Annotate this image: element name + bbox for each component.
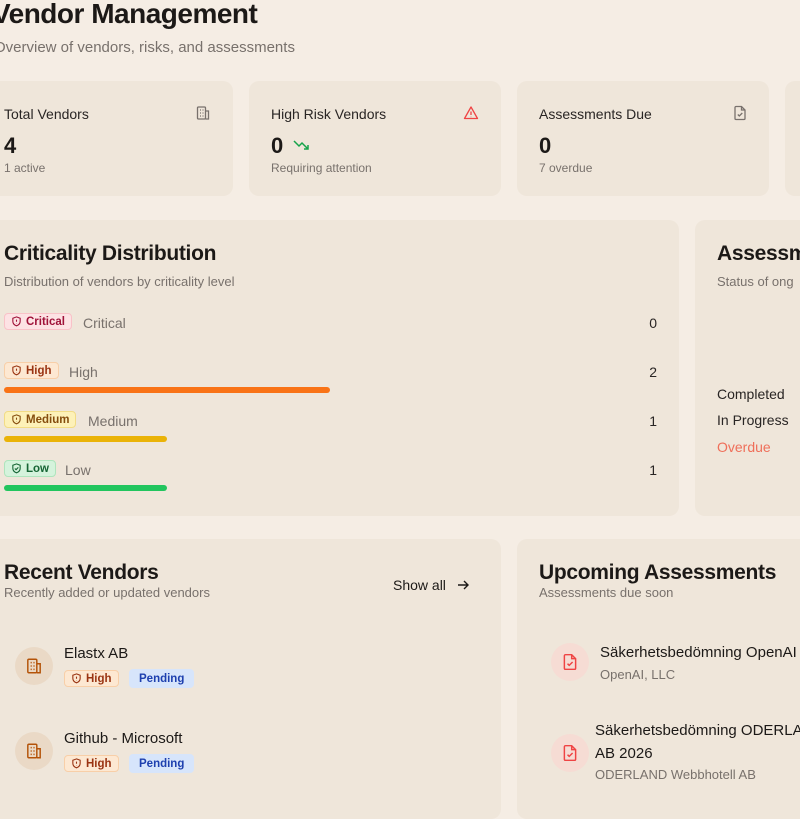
criticality-count: 0 <box>649 315 657 331</box>
status-completed: Completed <box>717 386 785 402</box>
shield-check-icon <box>12 463 21 474</box>
card-description: Recently added or updated vendors <box>4 585 210 600</box>
assessment-list-item[interactable]: Säkerhetsbedömning ODERLAND AB 2026 ODER… <box>517 719 800 799</box>
criticality-distribution-card: Criticality Distribution Distribution of… <box>0 220 679 516</box>
card-title: Criticality Distribution <box>4 242 217 265</box>
assessment-org: ODERLAND Webbhotell AB <box>595 767 756 782</box>
criticality-count: 2 <box>649 364 657 380</box>
stat-value: 4 <box>4 133 17 158</box>
assessment-org: OpenAI, LLC <box>600 667 676 682</box>
show-all-link[interactable]: Show all <box>393 577 470 593</box>
trending-down-icon <box>293 140 309 150</box>
criticality-badge-high: High <box>4 362 59 379</box>
building-icon <box>27 658 41 674</box>
badge-label: Low <box>26 462 49 475</box>
criticality-label: Medium <box>88 413 138 429</box>
vendor-criticality-badge: High <box>64 670 119 687</box>
card-description: Status of ong <box>717 274 794 289</box>
criticality-bar <box>4 485 167 491</box>
vendor-list-item[interactable]: Elastx AB High Pending <box>0 630 490 700</box>
vendor-name: Elastx AB <box>64 645 129 662</box>
badge-label: Critical <box>26 315 65 328</box>
assessment-list-item[interactable]: Säkerhetsbedömning OpenAI OpenAI, LLC <box>517 629 800 699</box>
status-in-progress: In Progress <box>717 412 789 428</box>
page-title: Vendor Management <box>0 0 258 29</box>
stat-label: Assessments Due <box>539 106 652 122</box>
vendor-status-badge: Pending <box>129 754 195 773</box>
stat-sub: 1 active <box>4 161 46 175</box>
assessment-title-line1: Säkerhetsbedömning ODERLAND <box>595 722 800 739</box>
stat-value: 0 <box>271 133 284 158</box>
criticality-bar <box>4 387 330 393</box>
file-check-icon <box>563 653 577 671</box>
stat-card-assessments-due[interactable]: Assessments Due 0 7 overdue <box>517 81 769 196</box>
assessment-avatar <box>551 643 589 681</box>
upcoming-assessments-card: Upcoming Assessments Assessments due soo… <box>517 539 800 819</box>
shield-icon <box>12 365 21 376</box>
assessment-title: Säkerhetsbedömning OpenAI <box>600 644 797 661</box>
stat-sub: Requiring attention <box>271 161 372 175</box>
card-title: Assessm <box>717 242 800 265</box>
page-subtitle: Overview of vendors, risks, and assessme… <box>0 39 295 56</box>
card-title: Recent Vendors <box>4 561 159 584</box>
building-icon <box>27 743 41 759</box>
badge-label: High <box>86 672 112 685</box>
criticality-badge-low: Low <box>4 460 56 477</box>
warning-triangle-icon <box>463 106 479 120</box>
badge-label: High <box>26 364 52 377</box>
vendor-avatar <box>15 732 53 770</box>
shield-icon <box>12 316 21 327</box>
criticality-count: 1 <box>649 413 657 429</box>
vendor-criticality-badge: High <box>64 755 119 772</box>
badge-label: High <box>86 757 112 770</box>
criticality-label: Critical <box>83 315 126 331</box>
arrow-right-icon <box>457 580 469 590</box>
card-title: Upcoming Assessments <box>539 561 777 584</box>
stat-label: High Risk Vendors <box>271 106 387 122</box>
building-icon <box>196 106 210 120</box>
criticality-badge-medium: Medium <box>4 411 77 428</box>
assessment-status-card: Assessm Status of ong Completed In Progr… <box>695 220 800 516</box>
stat-label: Total Vendors <box>4 106 89 122</box>
stat-card-partial[interactable] <box>785 81 800 196</box>
shield-icon <box>72 758 81 769</box>
file-check-icon <box>734 105 746 121</box>
criticality-label: Low <box>65 462 91 478</box>
vendor-status-badge: Pending <box>129 669 195 688</box>
card-description: Assessments due soon <box>539 585 674 600</box>
criticality-label: High <box>69 364 98 380</box>
file-check-icon <box>563 744 577 762</box>
stat-value: 0 <box>539 133 552 158</box>
vendor-avatar <box>15 647 53 685</box>
assessment-avatar <box>551 734 589 772</box>
assessment-title-line2: AB 2026 <box>595 745 653 762</box>
status-overdue: Overdue <box>717 439 771 455</box>
criticality-badge-critical: Critical <box>4 313 72 330</box>
stat-card-total-vendors[interactable]: Total Vendors 4 1 active <box>0 81 233 196</box>
criticality-count: 1 <box>649 462 657 478</box>
criticality-bar <box>4 436 167 442</box>
show-all-label: Show all <box>393 577 446 593</box>
stat-sub: 7 overdue <box>539 161 593 175</box>
badge-label: Medium <box>26 413 70 426</box>
stat-card-high-risk[interactable]: High Risk Vendors 0 Requiring attention <box>249 81 501 196</box>
vendor-list-item[interactable]: Github - Microsoft High Pending <box>0 715 490 785</box>
shield-icon <box>72 673 81 684</box>
vendor-name: Github - Microsoft <box>64 730 183 747</box>
shield-icon <box>12 414 21 425</box>
card-description: Distribution of vendors by criticality l… <box>4 274 235 289</box>
